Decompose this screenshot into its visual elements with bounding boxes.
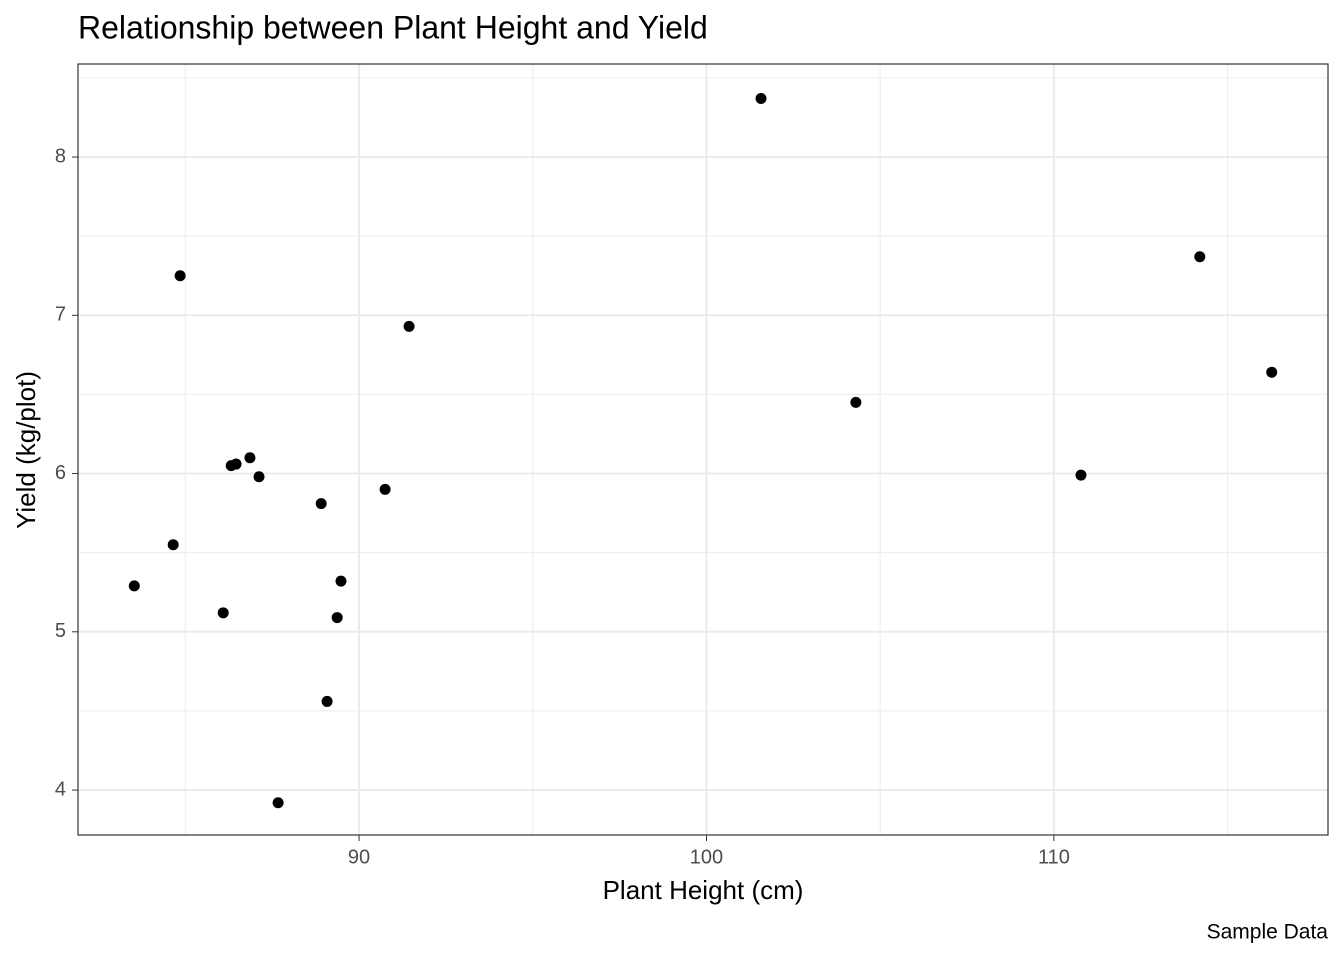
point: [379, 483, 391, 495]
x-tick-label: 110: [1038, 846, 1070, 868]
point: [225, 460, 237, 472]
point: [321, 695, 333, 707]
point: [217, 607, 229, 619]
point: [755, 92, 767, 104]
point: [272, 797, 284, 809]
y-tick-label: 6: [55, 462, 66, 484]
point: [1266, 366, 1278, 378]
x-tick-label: 90: [348, 846, 370, 868]
y-tick-label: 5: [55, 620, 66, 642]
caption: Sample Data: [1207, 921, 1329, 944]
point: [850, 396, 862, 408]
x-tick-label: 100: [690, 846, 723, 868]
panel-border: [77, 63, 1329, 836]
point: [253, 471, 265, 483]
point: [335, 575, 347, 587]
point: [167, 539, 179, 551]
y-axis-title: Yield (kg/plot): [11, 371, 41, 529]
point: [1075, 469, 1087, 481]
point: [174, 270, 186, 282]
point: [403, 320, 415, 332]
point: [315, 498, 327, 510]
y-tick-label: 4: [55, 778, 66, 800]
point: [1194, 251, 1206, 263]
point: [128, 580, 140, 592]
x-axis-title: Plant Height (cm): [603, 875, 804, 905]
y-tick-label: 7: [55, 304, 66, 326]
y-tick-label: 8: [55, 145, 66, 167]
point: [244, 452, 256, 464]
point: [331, 612, 343, 624]
chart-title: Relationship between Plant Height and Yi…: [78, 9, 708, 45]
